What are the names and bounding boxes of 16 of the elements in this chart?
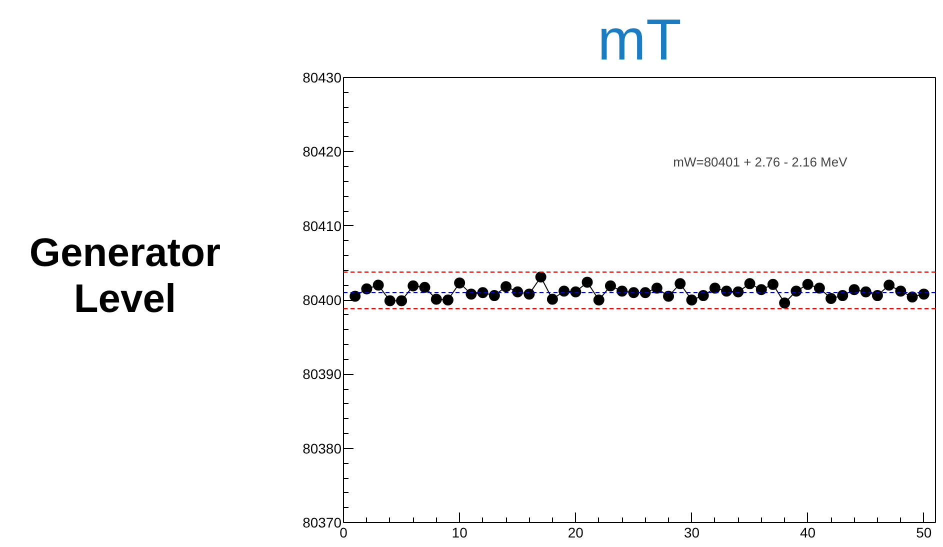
y-tick-label: 80410: [302, 218, 342, 234]
x-tick-label: 50: [916, 524, 932, 540]
y-tick-label: 80400: [302, 292, 342, 308]
y-tick-label: 80420: [302, 144, 342, 160]
y-tick-label: 80370: [302, 514, 342, 530]
x-tick-label: 40: [800, 524, 816, 540]
y-tick-label: 80390: [302, 366, 342, 382]
x-tick-label: 30: [684, 524, 700, 540]
annotation: mW=80401 + 2.76 - 2.16 MeV: [673, 154, 848, 170]
y-axis-title: Generator Level: [28, 230, 222, 322]
x-tick-label: 20: [568, 524, 584, 540]
y-tick-label: 80430: [302, 70, 342, 86]
chart-title: mT: [598, 8, 682, 72]
x-tick-label: 0: [340, 524, 348, 540]
y-tick-label: 80380: [302, 440, 342, 456]
x-tick-label: 10: [452, 524, 468, 540]
